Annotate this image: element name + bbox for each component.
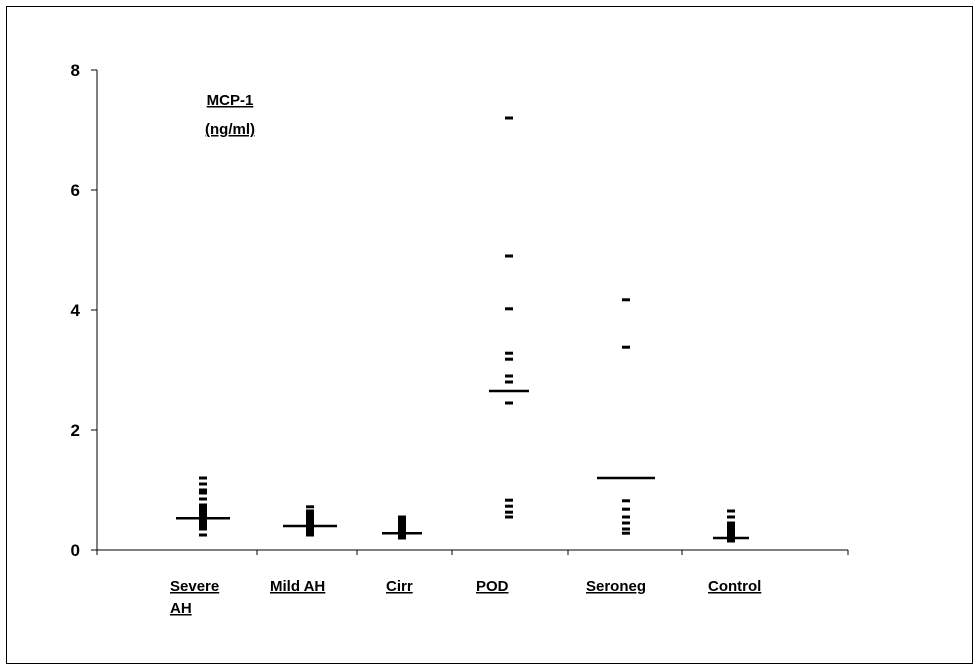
data-point	[199, 527, 207, 531]
category-label: Mild AH	[270, 578, 325, 595]
data-point	[505, 307, 513, 311]
data-point	[199, 525, 207, 529]
category-label: Seroneg	[586, 578, 646, 595]
data-point	[306, 527, 314, 531]
y-units-label-line: (ng/ml)	[205, 121, 255, 138]
data-marks	[176, 116, 749, 543]
data-point	[622, 521, 630, 525]
y-tick-label: 4	[71, 301, 81, 320]
data-point	[727, 527, 735, 531]
data-point	[505, 116, 513, 120]
data-point	[306, 515, 314, 519]
data-point	[727, 533, 735, 537]
data-point	[199, 533, 207, 537]
data-point	[505, 510, 513, 514]
data-point	[505, 357, 513, 361]
data-point	[199, 503, 207, 507]
data-point	[727, 515, 735, 519]
data-point	[199, 512, 207, 516]
data-point	[199, 488, 207, 492]
data-point	[199, 506, 207, 510]
data-point	[622, 499, 630, 503]
y-units-label: MCP-1 (ng/ml)	[205, 92, 255, 138]
y-tick-label: 6	[71, 181, 80, 200]
category-labels: Severe AH Mild AH Cirr POD Seroneg Control	[170, 578, 761, 617]
x-ticks	[96, 550, 849, 555]
data-point	[199, 521, 207, 525]
category-label: Control	[708, 578, 761, 595]
category-label: POD	[476, 578, 509, 595]
data-point	[306, 533, 314, 537]
data-point	[622, 531, 630, 535]
data-point	[199, 491, 207, 495]
data-point	[622, 298, 630, 302]
data-point	[622, 507, 630, 511]
y-units-label-line: MCP-1	[207, 92, 254, 109]
data-point	[505, 351, 513, 355]
y-tick-label: 8	[71, 61, 80, 80]
data-point	[306, 512, 314, 516]
data-point	[199, 509, 207, 513]
data-point	[727, 530, 735, 534]
data-point	[199, 482, 207, 486]
category-label: AH	[170, 600, 192, 617]
data-point	[306, 509, 314, 513]
category-label: Severe	[170, 578, 219, 595]
data-point	[727, 509, 735, 513]
figure-frame	[6, 6, 973, 664]
data-point	[306, 530, 314, 534]
data-point	[505, 515, 513, 519]
x-axis	[96, 549, 849, 555]
data-point	[398, 533, 406, 537]
data-point	[306, 505, 314, 509]
data-point	[505, 401, 513, 405]
y-tick-label: 0	[71, 541, 80, 560]
data-point	[622, 527, 630, 531]
data-point	[505, 374, 513, 378]
data-point	[505, 254, 513, 258]
data-point	[622, 515, 630, 519]
category-label: Cirr	[386, 578, 413, 595]
data-point	[505, 504, 513, 508]
data-point	[727, 539, 735, 543]
data-point	[622, 345, 630, 349]
data-point	[727, 521, 735, 525]
data-point	[398, 527, 406, 531]
data-point	[306, 518, 314, 522]
data-point	[398, 524, 406, 528]
data-point	[505, 498, 513, 502]
data-point	[398, 518, 406, 522]
data-point	[505, 380, 513, 384]
data-point	[199, 497, 207, 501]
data-point	[398, 536, 406, 540]
y-axis: 0 2 4 6 8	[71, 61, 98, 560]
y-tick-label: 2	[71, 421, 80, 440]
data-point	[199, 518, 207, 522]
data-point	[727, 524, 735, 528]
y-ticks: 0 2 4 6 8	[71, 61, 97, 560]
data-point	[398, 515, 406, 519]
data-point	[306, 521, 314, 525]
data-point	[398, 521, 406, 525]
data-point	[199, 476, 207, 480]
